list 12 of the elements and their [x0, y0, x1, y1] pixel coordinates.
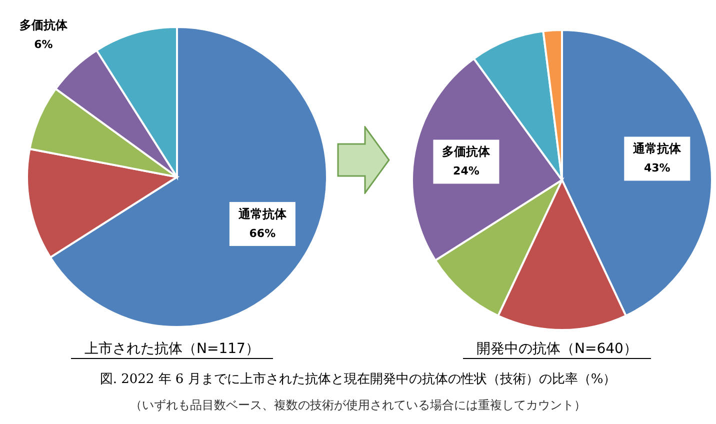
slice-label: 多価抗体	[20, 18, 69, 32]
slice-label: 通常抗体	[632, 142, 682, 156]
slice-label: 通常抗体	[237, 206, 288, 221]
text: 図. 2022 年 6 月までに上市された抗体と現在開発中の抗体の性状（技術）の比率（%）	[98, 371, 618, 388]
text: 開発中の抗体（N=640）	[462, 341, 652, 359]
data-label: 6%	[34, 38, 53, 51]
text: 上市された抗体（N=117）	[70, 341, 274, 359]
text: （いずれも品目数ベース、複数の技術が使用されている場合には重複してカウント）	[129, 397, 587, 414]
data-label: 24%	[453, 164, 480, 178]
slice-label: 多価抗体	[442, 144, 492, 159]
data-label: 66%	[249, 226, 276, 240]
data-label: 43%	[644, 162, 670, 175]
